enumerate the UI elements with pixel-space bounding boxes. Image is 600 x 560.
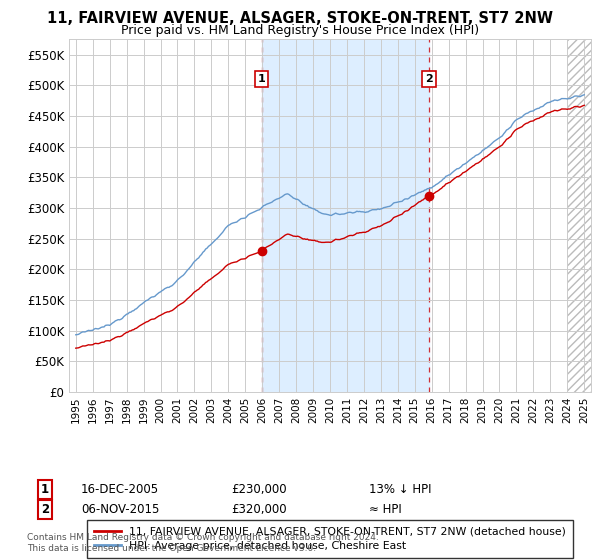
Text: 16-DEC-2005: 16-DEC-2005 — [81, 483, 159, 496]
Bar — [567, 39, 591, 392]
Text: Price paid vs. HM Land Registry's House Price Index (HPI): Price paid vs. HM Land Registry's House … — [121, 24, 479, 36]
Text: 2: 2 — [425, 74, 433, 84]
Text: 13% ↓ HPI: 13% ↓ HPI — [369, 483, 431, 496]
Text: Contains HM Land Registry data © Crown copyright and database right 2024.
This d: Contains HM Land Registry data © Crown c… — [27, 533, 379, 553]
Text: £230,000: £230,000 — [231, 483, 287, 496]
Text: 1: 1 — [257, 74, 265, 84]
Bar — [567, 39, 591, 392]
Text: ≈ HPI: ≈ HPI — [369, 503, 402, 516]
Legend: 11, FAIRVIEW AVENUE, ALSAGER, STOKE-ON-TRENT, ST7 2NW (detached house), HPI: Ave: 11, FAIRVIEW AVENUE, ALSAGER, STOKE-ON-T… — [87, 520, 573, 558]
Text: 2: 2 — [41, 503, 49, 516]
Bar — [567, 39, 591, 392]
Text: 06-NOV-2015: 06-NOV-2015 — [81, 503, 160, 516]
Bar — [567, 39, 591, 392]
Text: £320,000: £320,000 — [231, 503, 287, 516]
Bar — [262, 39, 429, 392]
Text: 11, FAIRVIEW AVENUE, ALSAGER, STOKE-ON-TRENT, ST7 2NW: 11, FAIRVIEW AVENUE, ALSAGER, STOKE-ON-T… — [47, 11, 553, 26]
Text: 1: 1 — [41, 483, 49, 496]
